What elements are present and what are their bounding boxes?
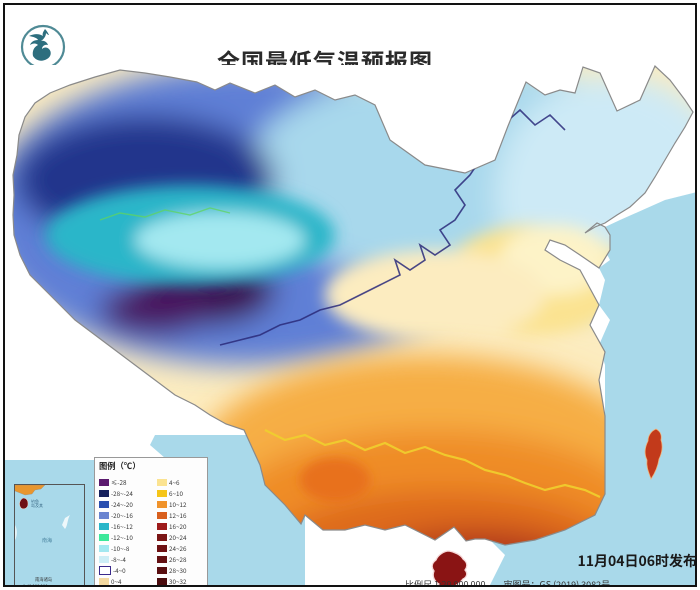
svg-text:岛及其: 岛及其 (31, 502, 43, 509)
svg-text:1:40 000 000: 1:40 000 000 (23, 584, 48, 587)
svg-text:南海: 南海 (42, 537, 52, 544)
svg-text:南海诸岛: 南海诸岛 (35, 576, 52, 583)
